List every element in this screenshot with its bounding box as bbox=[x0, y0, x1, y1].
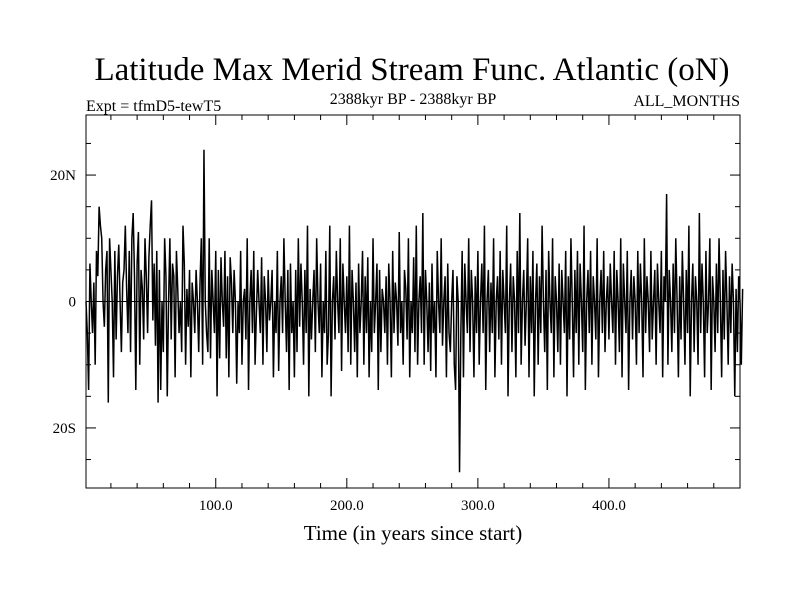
plot-area: 100.0 200.0 300.0 400.0 20N 0 20S bbox=[50, 114, 744, 514]
months-label: ALL_MONTHS bbox=[633, 93, 740, 110]
x-tick-label: 200.0 bbox=[330, 498, 364, 514]
x-tick-label: 400.0 bbox=[592, 498, 626, 514]
experiment-label: Expt = tfmD5-tewT5 bbox=[86, 98, 221, 115]
y-tick-label: 20N bbox=[50, 168, 76, 184]
period-label: 2388kyr BP - 2388kyr BP bbox=[330, 91, 497, 108]
x-tick-label: 100.0 bbox=[199, 498, 233, 514]
x-axis-label: Time (in years since start) bbox=[304, 521, 523, 545]
y-tick-label: 20S bbox=[53, 421, 76, 437]
series-line bbox=[85, 149, 744, 473]
y-tick-label: 0 bbox=[69, 295, 77, 311]
x-tick-label: 300.0 bbox=[461, 498, 495, 514]
chart-title: Latitude Max Merid Stream Func. Atlantic… bbox=[94, 52, 729, 88]
